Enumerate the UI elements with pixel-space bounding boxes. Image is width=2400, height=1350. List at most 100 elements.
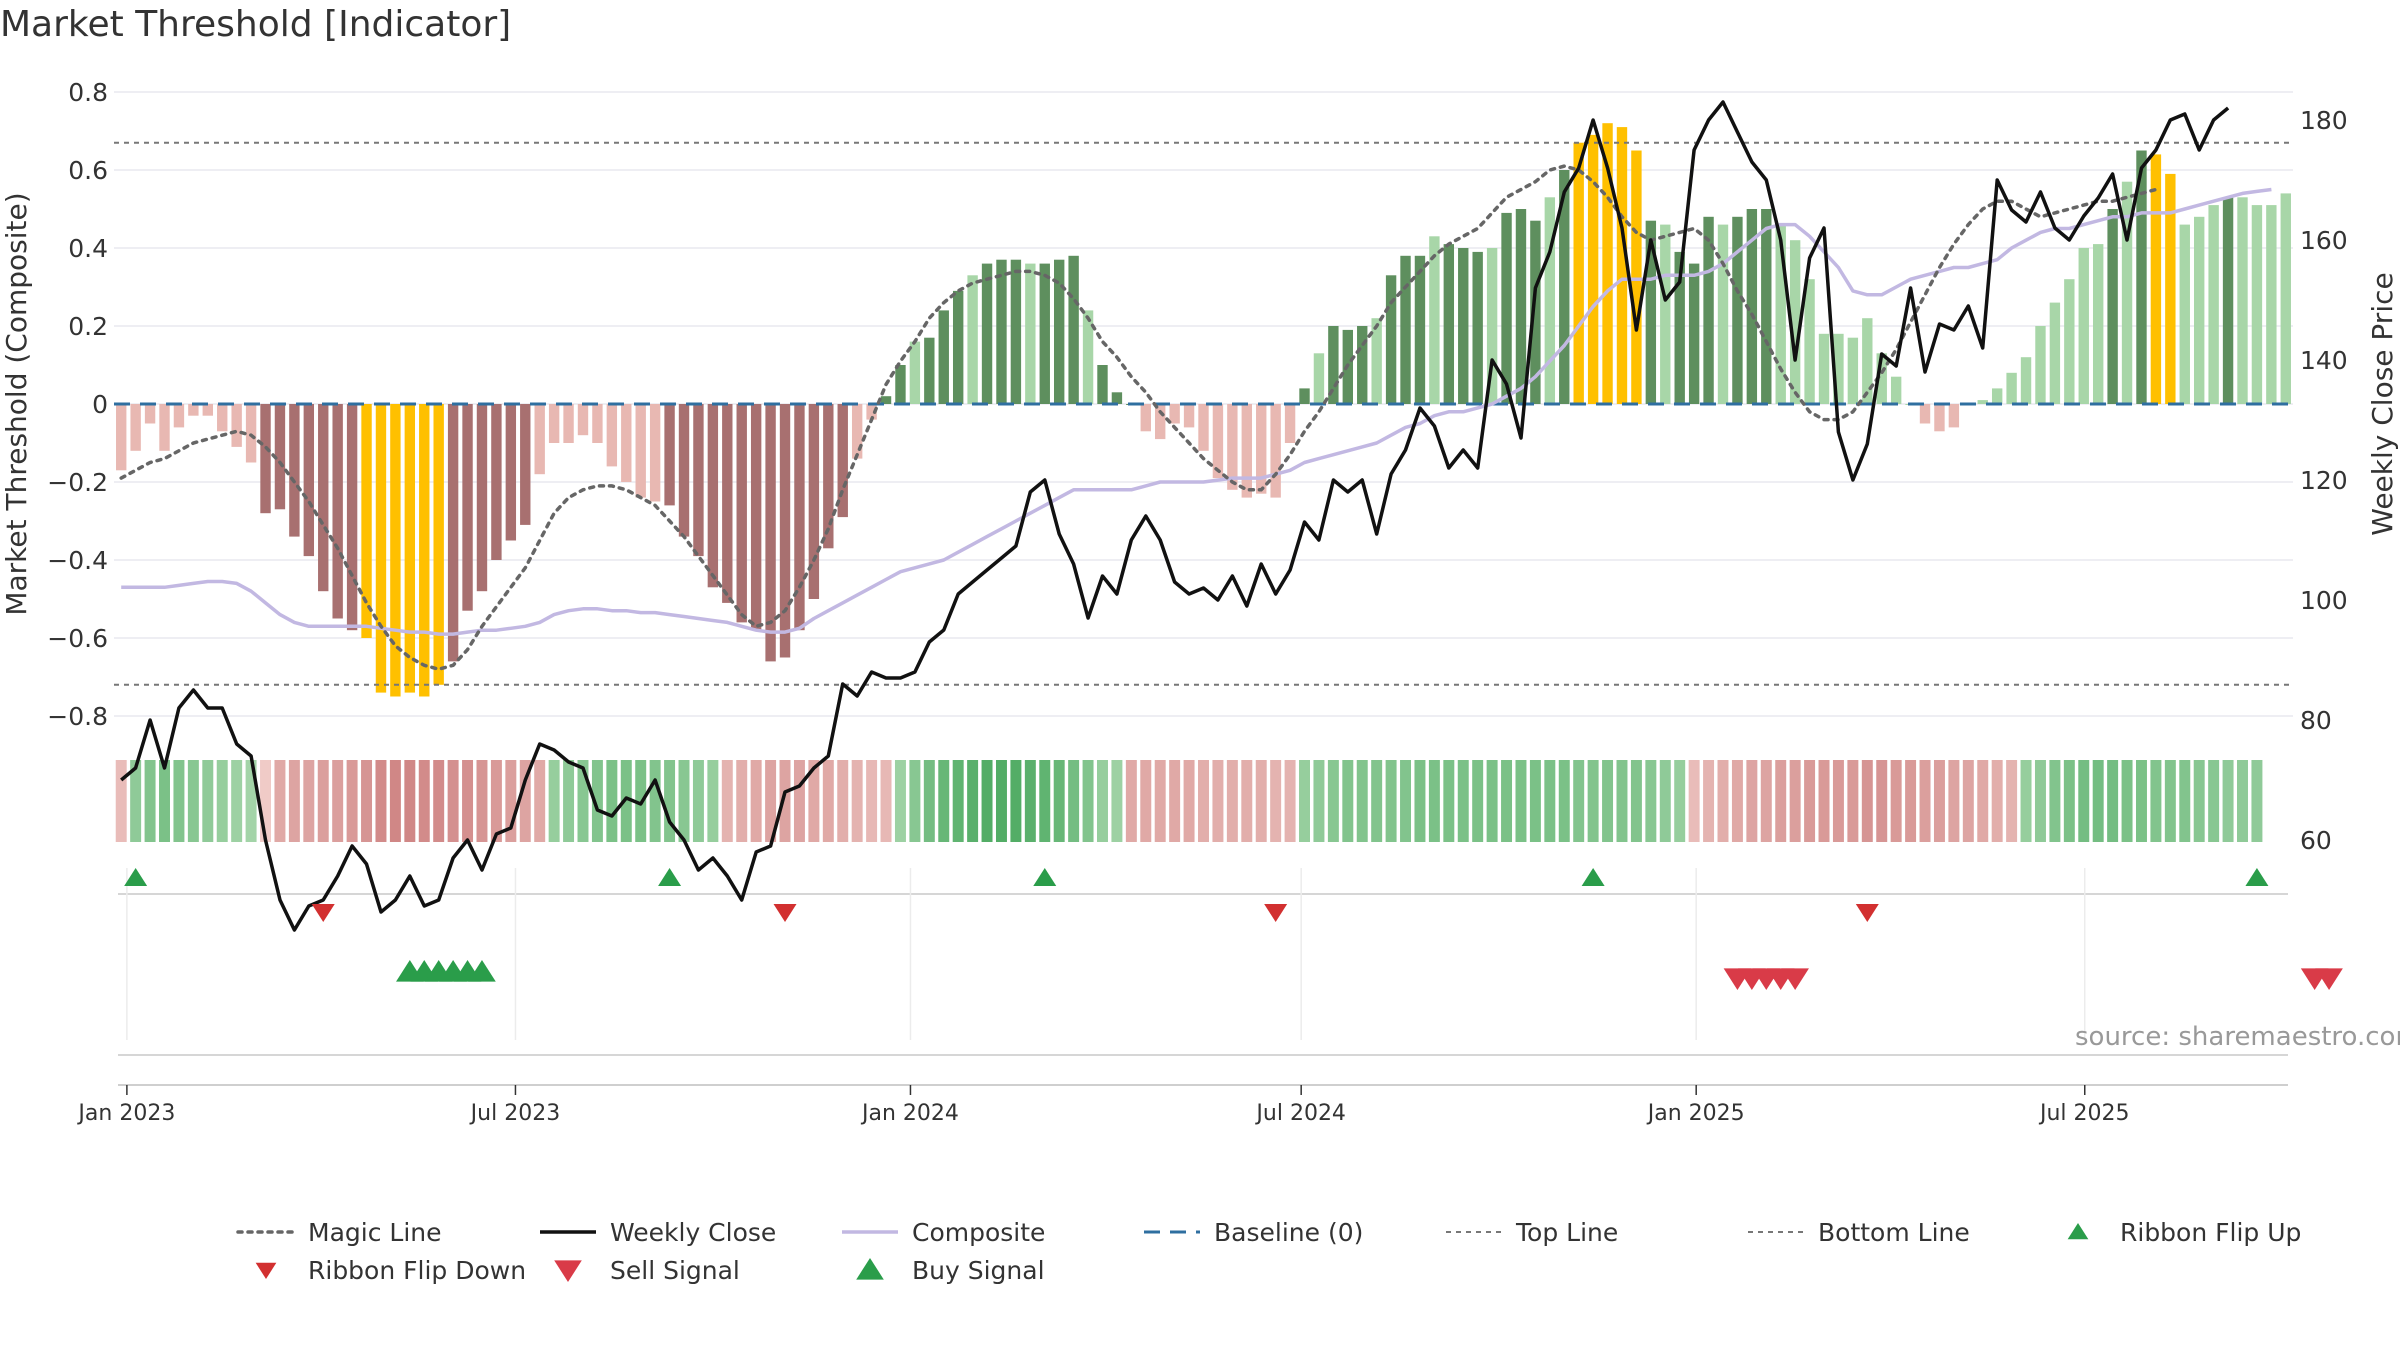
magic-line bbox=[119, 164, 2158, 672]
composite-bar bbox=[1934, 404, 1945, 432]
ribbon-cell bbox=[130, 760, 142, 842]
ribbon-cell bbox=[389, 760, 401, 842]
composite-line bbox=[121, 187, 2272, 636]
composite-bar bbox=[2049, 302, 2061, 404]
composite-bar bbox=[1717, 224, 1729, 404]
ribbon-cell bbox=[1154, 760, 1166, 842]
composite-bar bbox=[621, 404, 632, 482]
y-tick-left: 0.2 bbox=[68, 312, 108, 341]
composite-bar bbox=[534, 404, 545, 475]
composite-bar bbox=[1429, 236, 1440, 404]
ribbon-cell bbox=[2107, 760, 2119, 842]
ribbon-cell bbox=[1198, 760, 1209, 842]
composite-bar bbox=[1458, 248, 1469, 404]
composite-bar bbox=[2251, 205, 2263, 404]
composite-bar bbox=[1991, 388, 2003, 404]
ribbon-cell bbox=[1717, 760, 1729, 842]
ribbon-cell bbox=[1342, 760, 1354, 842]
ribbon-cell bbox=[462, 760, 474, 842]
composite-bar bbox=[548, 404, 560, 443]
ribbon-cell bbox=[1024, 760, 1036, 842]
composite-bar bbox=[1198, 404, 1209, 451]
y-tick-left: −0.2 bbox=[47, 468, 108, 497]
ribbon-cell bbox=[909, 760, 921, 842]
ribbon-flip-up-marker bbox=[658, 868, 682, 886]
ribbon-cell bbox=[2135, 760, 2147, 842]
ribbon-cell bbox=[1486, 760, 1498, 842]
chart-title: Market Threshold [Indicator] bbox=[0, 4, 512, 45]
composite-bar bbox=[159, 404, 170, 451]
ribbon-cell bbox=[1991, 760, 2003, 842]
composite-bar bbox=[1616, 127, 1628, 404]
composite-bar bbox=[2266, 205, 2277, 404]
ribbon-cell bbox=[851, 760, 863, 842]
composite-bar bbox=[1862, 318, 1873, 404]
ribbon-flip-down-marker bbox=[1264, 904, 1288, 922]
ribbon-cell bbox=[2179, 760, 2191, 842]
ribbon-cell bbox=[2208, 760, 2220, 842]
ribbon-cell bbox=[736, 760, 748, 842]
composite-bar bbox=[592, 404, 603, 443]
ribbon-cell bbox=[1804, 760, 1816, 842]
composite-bar bbox=[2064, 279, 2075, 404]
composite-bar bbox=[1602, 123, 1613, 404]
composite-bar bbox=[1876, 353, 1887, 404]
ribbon-cell bbox=[692, 760, 704, 842]
composite-bar bbox=[1645, 220, 1657, 404]
composite-bar bbox=[1400, 255, 1411, 404]
composite-bar bbox=[1789, 240, 1801, 404]
y-tick-left: 0.6 bbox=[68, 156, 108, 185]
ribbon-cell bbox=[1212, 760, 1224, 842]
composite-bar bbox=[2194, 216, 2205, 404]
ribbon-cell bbox=[938, 760, 950, 842]
ribbon-cell bbox=[1385, 760, 1397, 842]
y-tick-left: 0.4 bbox=[68, 234, 108, 263]
ribbon-cell bbox=[2237, 760, 2248, 842]
composite-bar bbox=[1212, 404, 1224, 479]
composite-bar bbox=[1371, 318, 1382, 404]
composite-bar bbox=[2150, 154, 2162, 404]
composite-bar bbox=[1919, 404, 1931, 424]
y-tick-left: −0.4 bbox=[47, 546, 108, 575]
y-tick-left: 0 bbox=[92, 390, 108, 419]
composite-bar bbox=[2092, 244, 2104, 404]
reference-lines bbox=[114, 141, 2293, 686]
ribbon-cell bbox=[2251, 760, 2263, 842]
ribbon-cell bbox=[216, 760, 228, 842]
ribbon-cell bbox=[1861, 760, 1873, 842]
composite-bar bbox=[1775, 224, 1786, 404]
ribbon-cell bbox=[1169, 760, 1181, 842]
composite-bar bbox=[952, 290, 964, 404]
composite-bar bbox=[274, 404, 286, 510]
ribbon-cell bbox=[1428, 760, 1440, 842]
ribbon-cell bbox=[967, 760, 979, 842]
ribbon-cell bbox=[375, 760, 387, 842]
ribbon-cell bbox=[490, 760, 502, 842]
ribbon-flip-up-marker bbox=[1581, 868, 1605, 886]
composite-bar bbox=[2035, 326, 2046, 404]
composite-bar bbox=[1299, 388, 1310, 404]
composite-bar bbox=[1559, 170, 1570, 404]
ribbon-cell bbox=[1270, 760, 1282, 842]
ribbon-cell bbox=[1068, 760, 1080, 842]
ribbon-cell bbox=[2193, 760, 2205, 842]
y-tick-right: 80 bbox=[2300, 706, 2332, 735]
composite-bar bbox=[491, 404, 502, 560]
composite-bar bbox=[1544, 197, 1556, 404]
source-label: source: sharemaestro.com bbox=[2075, 1022, 2400, 1052]
ribbon-cell bbox=[1933, 760, 1945, 842]
y-tick-right: 120 bbox=[2300, 466, 2348, 495]
ribbon-cell bbox=[2078, 760, 2090, 842]
composite-bar bbox=[1097, 365, 1108, 404]
ribbon-cell bbox=[1876, 760, 1888, 842]
composite-bar bbox=[375, 404, 387, 693]
composite-bar bbox=[2280, 193, 2291, 404]
composite-bar bbox=[851, 404, 863, 459]
composite-bar bbox=[1732, 216, 1743, 404]
ribbon-flip-down-marker bbox=[1855, 904, 1879, 922]
ribbon-cell bbox=[1645, 760, 1657, 842]
ribbon-cell bbox=[1039, 760, 1051, 842]
ribbon-cell bbox=[1472, 760, 1484, 842]
ribbon-cell bbox=[750, 760, 762, 842]
y-tick-right: 160 bbox=[2300, 226, 2348, 255]
